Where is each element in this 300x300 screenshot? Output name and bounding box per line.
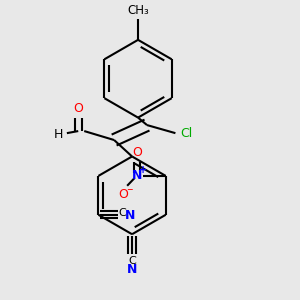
Text: O: O — [132, 146, 142, 159]
Text: N: N — [131, 169, 142, 182]
Text: O: O — [118, 188, 128, 201]
Text: Cl: Cl — [180, 127, 192, 140]
Text: C: C — [128, 256, 136, 266]
Text: H: H — [54, 128, 63, 140]
Text: C: C — [118, 208, 126, 218]
Text: CH₃: CH₃ — [127, 4, 149, 16]
Text: ⁻: ⁻ — [126, 186, 133, 199]
Text: N: N — [125, 209, 135, 222]
Text: +: + — [139, 165, 147, 175]
Text: O: O — [73, 102, 83, 115]
Text: N: N — [127, 263, 137, 276]
